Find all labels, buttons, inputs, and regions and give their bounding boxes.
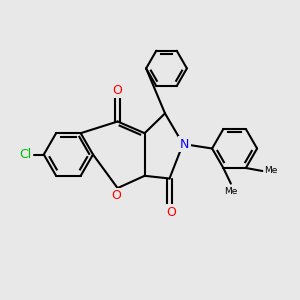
- Text: O: O: [113, 84, 122, 97]
- Text: N: N: [180, 137, 189, 151]
- Text: Me: Me: [264, 167, 277, 176]
- Text: Cl: Cl: [19, 148, 31, 161]
- Text: Me: Me: [224, 187, 238, 196]
- Text: O: O: [166, 206, 176, 219]
- Text: O: O: [111, 189, 121, 202]
